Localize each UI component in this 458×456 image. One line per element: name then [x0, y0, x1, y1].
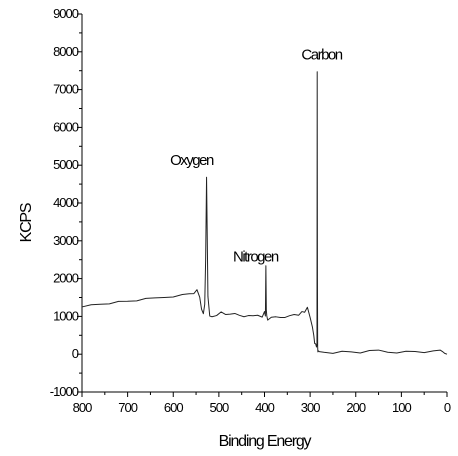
y-tick-label: 1000 — [53, 308, 79, 323]
ticks: -100001000200030004000500060007000800090… — [50, 6, 452, 415]
labels: Carbon Oxygen Nitrogen Binding Energy KCPS — [18, 46, 344, 450]
x-tick-label: 200 — [346, 400, 365, 415]
y-tick-label: 3000 — [53, 233, 79, 248]
y-tick-label: 6000 — [53, 119, 79, 134]
x-tick-label: 400 — [255, 400, 274, 415]
y-axis-title: KCPS — [18, 203, 35, 242]
y-tick-label: 2000 — [53, 271, 79, 286]
x-tick-label: 700 — [118, 400, 137, 415]
x-tick-label: 800 — [73, 400, 92, 415]
peak-label: Nitrogen — [233, 249, 279, 266]
y-tick-label: 9000 — [53, 6, 79, 21]
x-tick-label: 0 — [444, 400, 451, 415]
y-tick-label: 8000 — [53, 44, 79, 59]
peak-label: Oxygen — [170, 152, 214, 169]
x-tick-label: 300 — [301, 400, 320, 415]
y-tick-label: 5000 — [53, 157, 79, 172]
x-axis-title: Binding Energy — [219, 433, 312, 450]
x-tick-label: 600 — [164, 400, 183, 415]
x-tick-label: 100 — [392, 400, 411, 415]
x-tick-label: 500 — [210, 400, 229, 415]
axes — [81, 14, 447, 393]
peak-label: Carbon — [301, 46, 342, 63]
y-tick-label: -1000 — [50, 384, 79, 399]
series — [81, 71, 448, 355]
y-tick-label: 4000 — [53, 195, 79, 210]
y-tick-label: 0 — [72, 346, 79, 361]
y-tick-label: 7000 — [53, 82, 79, 97]
spectrum-line — [81, 71, 448, 355]
